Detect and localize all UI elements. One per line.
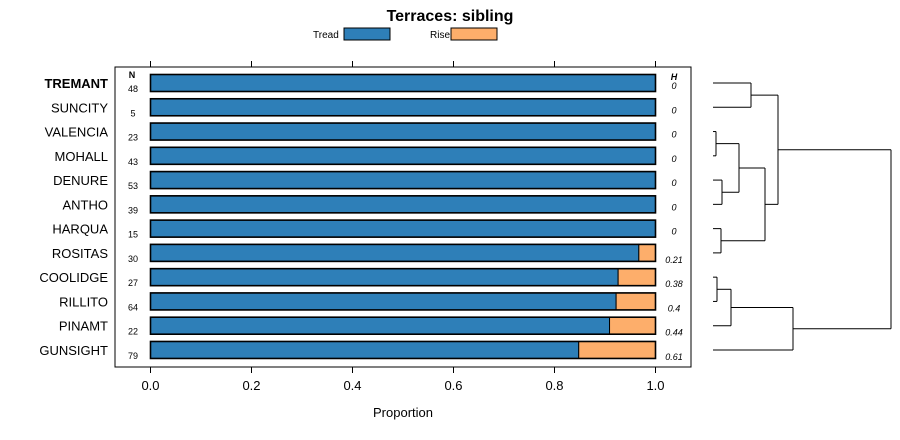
- tick-label: 0.0: [141, 378, 159, 393]
- legend-label-tread: Tread: [313, 30, 339, 41]
- tick-label: 0.2: [242, 378, 260, 393]
- n-value: 79: [128, 351, 138, 361]
- n-value: 30: [128, 254, 138, 264]
- category-label-pinamt: PINAMT: [59, 319, 108, 334]
- bar-tread-tremant: [150, 74, 656, 92]
- bar-outline-denure: [149, 170, 657, 190]
- n-value: 64: [128, 302, 138, 312]
- category-label-coolidge: COOLIDGE: [39, 270, 108, 285]
- h-value: 0.4: [668, 303, 681, 313]
- h-value: 0.21: [665, 255, 683, 265]
- category-label-valencia: VALENCIA: [45, 125, 109, 140]
- bar-tread-gunsight: [150, 340, 580, 359]
- bar-tread-suncity: [150, 98, 656, 117]
- category-label-antho: ANTHO: [63, 197, 109, 212]
- bar-outline-tremant: [149, 73, 657, 93]
- bar-tread-rillito: [150, 292, 617, 311]
- bar-outline-rillito: [149, 292, 657, 311]
- h-value: 0.38: [665, 279, 683, 289]
- category-label-mohall: MOHALL: [55, 149, 108, 164]
- n-header: N: [129, 70, 136, 80]
- h-value: 0: [671, 81, 676, 91]
- h-value: 0: [671, 130, 676, 140]
- h-value: 0.61: [665, 352, 683, 362]
- bar-riser-gunsight: [578, 340, 656, 359]
- bar-outline-gunsight: [149, 340, 657, 360]
- bar-riser-coolidge: [617, 268, 657, 287]
- h-value: 0: [671, 178, 676, 188]
- tick-label: 0.6: [444, 378, 462, 393]
- h-value: 0: [671, 227, 676, 237]
- plot-frame: [114, 66, 692, 368]
- bar-outline-coolidge: [149, 267, 657, 287]
- x-axis: 0.0 0.2 0.4 0.6 0.8 1.0: [141, 61, 665, 393]
- n-value: 23: [128, 133, 138, 143]
- dendrogram: [713, 82, 892, 351]
- bar-riser-rillito: [615, 292, 656, 311]
- category-label-harqua: HARQUA: [52, 222, 108, 237]
- tick-label: 0.4: [343, 378, 361, 393]
- tick-label: 0.8: [545, 378, 563, 393]
- bar-tread-pinamt: [150, 316, 611, 335]
- bar-outline-harqua: [149, 219, 657, 238]
- h-value: 0.44: [665, 328, 683, 338]
- bar-outline-valencia: [149, 122, 657, 141]
- bar-riser-rositas: [638, 243, 657, 262]
- n-value: 22: [128, 327, 138, 337]
- bar-outline-mohall: [149, 146, 657, 166]
- category-label-gunsight: GUNSIGHT: [39, 343, 108, 358]
- n-value: 39: [128, 205, 138, 215]
- category-label-suncity: SUNCITY: [51, 100, 108, 115]
- bar-tread-denure: [150, 171, 656, 190]
- bar-outline-suncity: [149, 97, 657, 117]
- h-value: 0: [671, 105, 676, 115]
- bar-outline-pinamt: [149, 316, 657, 336]
- n-value: 53: [128, 181, 138, 191]
- category-label-tremant: TREMANT: [44, 76, 108, 91]
- legend-swatch-riser: [450, 27, 498, 41]
- chart-title: Terraces: sibling: [387, 8, 514, 25]
- legend-label-riser: Riser: [430, 30, 454, 41]
- bar-tread-antho: [150, 195, 656, 214]
- bar-tread-harqua: [150, 219, 656, 238]
- category-labels: TREMANT SUNCITY VALENCIA MOHALL DENURE ANTHO H…: [39, 76, 108, 358]
- legend-swatch-tread: [343, 27, 391, 41]
- bar-riser-pinamt: [609, 316, 656, 335]
- n-value: 27: [128, 278, 138, 288]
- n-value: 5: [130, 108, 135, 118]
- category-label-rositas: ROSITAS: [52, 246, 108, 261]
- bar-outline-rositas: [149, 243, 657, 263]
- x-axis-title: Proportion: [373, 405, 433, 420]
- n-value: 43: [128, 157, 138, 167]
- n-value: 15: [128, 230, 138, 240]
- category-label-denure: DENURE: [53, 173, 108, 188]
- bar-tread-coolidge: [150, 268, 619, 287]
- bar-outline-antho: [149, 195, 657, 214]
- bar-tread-rositas: [150, 243, 640, 262]
- tick-label: 1.0: [646, 378, 664, 393]
- bars-group: [149, 73, 657, 360]
- h-header: H: [671, 72, 678, 82]
- n-column: N 48 5 23 43 53 39 15 30 27 64 22 79: [128, 70, 138, 361]
- category-label-rillito: RILLITO: [59, 294, 108, 309]
- bar-tread-mohall: [150, 146, 656, 165]
- bar-tread-valencia: [150, 122, 656, 141]
- h-value: 0: [671, 202, 676, 212]
- n-value: 48: [128, 84, 138, 94]
- legend: Tread Riser: [313, 27, 498, 41]
- h-value: 0: [671, 154, 676, 164]
